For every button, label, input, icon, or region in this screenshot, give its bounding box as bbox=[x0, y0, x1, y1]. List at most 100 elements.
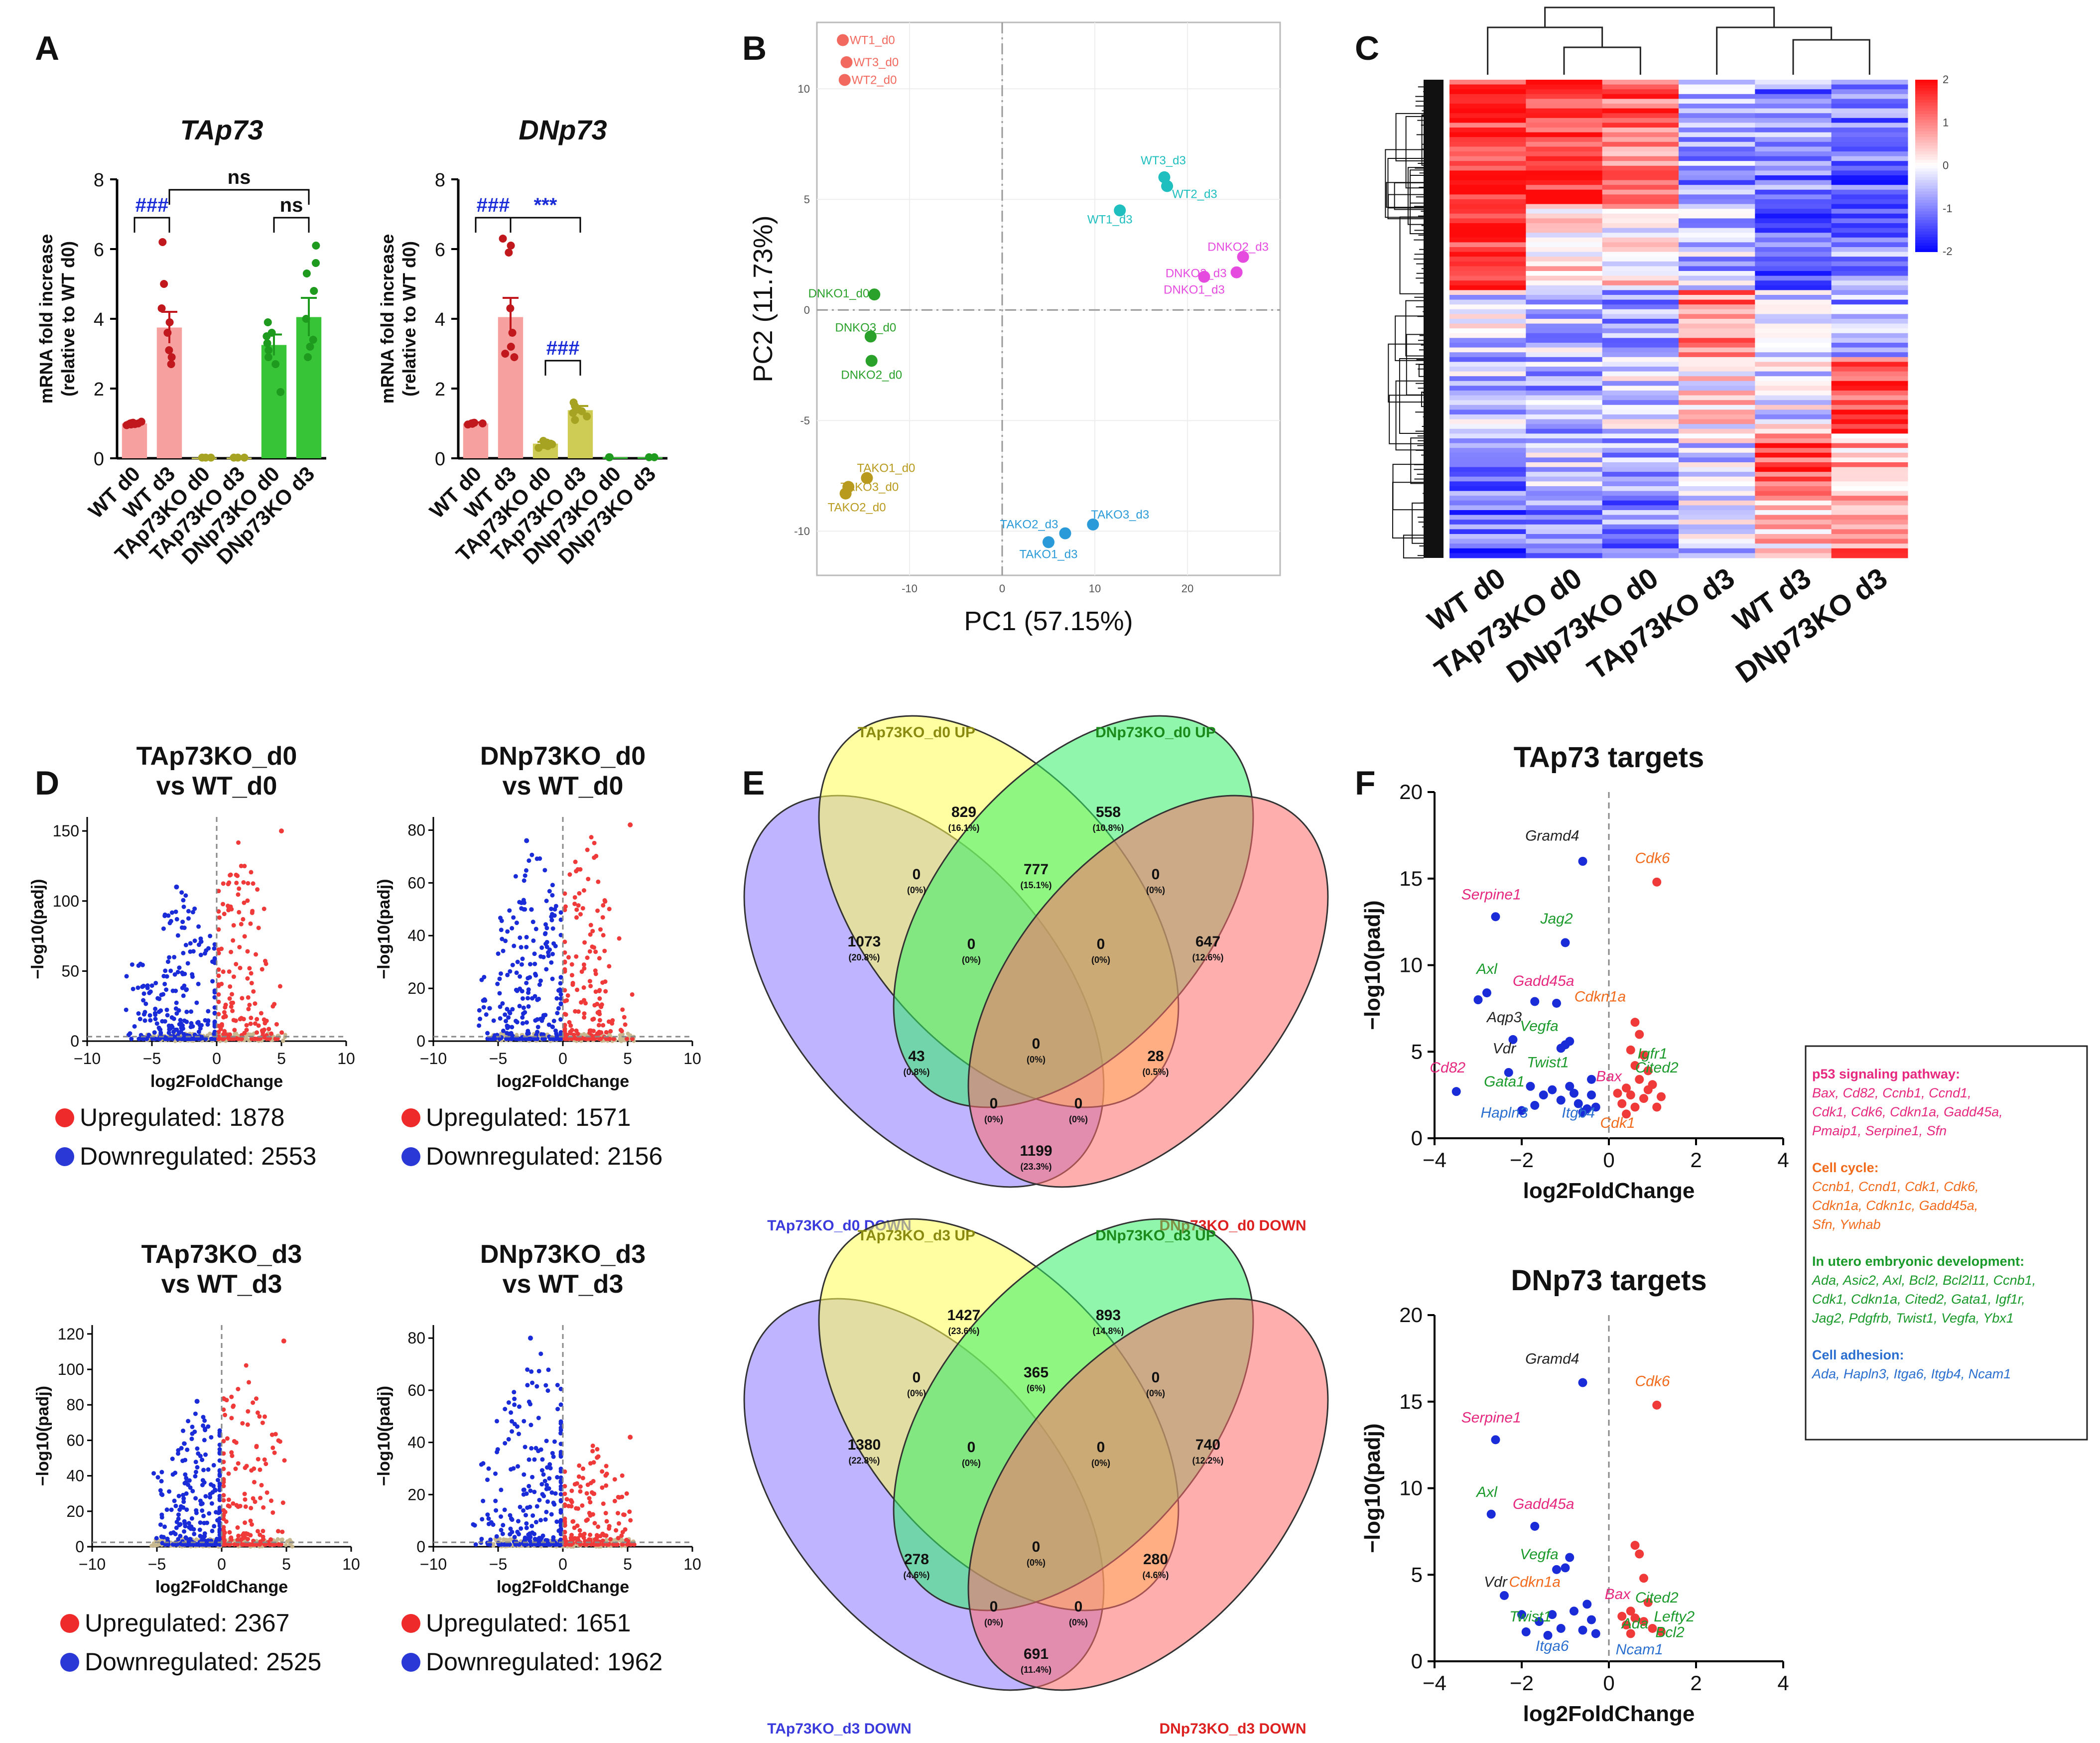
upregulated-point bbox=[582, 1531, 587, 1536]
upregulated-point bbox=[259, 1482, 264, 1487]
heatmap-cell bbox=[1449, 280, 1526, 286]
heatmap-cell bbox=[1679, 213, 1755, 219]
colorbar-segment bbox=[1915, 154, 1938, 158]
upregulated-point bbox=[281, 1339, 286, 1344]
downregulated-point bbox=[497, 976, 502, 981]
heatmap-cell bbox=[1755, 180, 1832, 185]
heatmap-cell bbox=[1679, 386, 1755, 391]
downregulated-point bbox=[158, 1488, 163, 1493]
heatmap-cell bbox=[1755, 486, 1832, 492]
heatmap-cell bbox=[1602, 319, 1679, 324]
downregulated-point bbox=[154, 1536, 159, 1541]
upregulated-point bbox=[617, 1495, 622, 1500]
upregulated-point bbox=[603, 1511, 608, 1516]
heatmap-cell bbox=[1602, 548, 1679, 553]
downregulated-point bbox=[545, 1538, 550, 1543]
upregulated-point bbox=[237, 886, 242, 891]
upregulated-point bbox=[1635, 1074, 1644, 1084]
heatmap-cell bbox=[1526, 161, 1603, 166]
gene-label: Ncam1 bbox=[1616, 1641, 1663, 1658]
heatmap-cell bbox=[1526, 323, 1603, 329]
heatmap-cell bbox=[1755, 491, 1832, 496]
downregulated-point bbox=[534, 1384, 539, 1389]
heatmap-cell bbox=[1679, 261, 1755, 267]
upregulated-point bbox=[1652, 1400, 1662, 1410]
downregulated-point bbox=[129, 1037, 134, 1041]
heatmap-cell bbox=[1679, 99, 1755, 104]
downregulated-point bbox=[181, 904, 186, 909]
heatmap-cell bbox=[1679, 462, 1755, 468]
downregulated-point bbox=[198, 952, 203, 957]
heatmap-cell bbox=[1679, 452, 1755, 458]
downregulated-point bbox=[1591, 1629, 1600, 1638]
upregulated-point bbox=[254, 952, 259, 957]
venn-percent: (0%) bbox=[984, 1617, 1003, 1627]
upregulated-point bbox=[253, 1499, 258, 1504]
downregulated-point bbox=[524, 935, 529, 939]
heatmap-cell bbox=[1602, 261, 1679, 267]
upregulated-point bbox=[575, 1523, 580, 1528]
data-point bbox=[165, 318, 174, 326]
targets-f1: TAp73 targets−4 −2 0 2 405101520log2FoldChan… bbox=[1360, 741, 1789, 1203]
downregulated-point bbox=[1578, 1625, 1587, 1635]
downregulated-point bbox=[491, 1018, 496, 1023]
y-axis-label: −log10(padj) bbox=[1360, 900, 1385, 1030]
upregulated-point bbox=[236, 892, 241, 897]
column-dendrogram-branch bbox=[1544, 6, 1775, 27]
venn-percent: (0%) bbox=[962, 1458, 981, 1468]
upregulated-point bbox=[216, 1037, 221, 1041]
venn-count: 893 bbox=[1096, 1307, 1121, 1324]
panel-label-c: C bbox=[1355, 29, 1379, 67]
upregulated-point bbox=[574, 1481, 579, 1486]
heatmap-cell bbox=[1755, 175, 1832, 181]
downregulated-point bbox=[543, 922, 548, 927]
downregulated-point bbox=[547, 1462, 552, 1467]
heatmap-cell bbox=[1526, 409, 1603, 415]
venn-percent: (14.8%) bbox=[1092, 1326, 1124, 1336]
heatmap-cell bbox=[1526, 228, 1603, 233]
downregulated-point bbox=[189, 1436, 194, 1441]
downregulated-point bbox=[188, 941, 193, 946]
x-tick-label: 5 bbox=[282, 1555, 291, 1573]
downregulated-point bbox=[165, 959, 170, 964]
heatmap-cell bbox=[1831, 209, 1908, 214]
downregulated-point bbox=[514, 921, 519, 926]
venn-count: 280 bbox=[1143, 1551, 1168, 1568]
upregulated-point bbox=[625, 1037, 630, 1041]
y-tick-label: 40 bbox=[407, 927, 425, 944]
colorbar-segment bbox=[1915, 162, 1938, 166]
upregulated-point bbox=[620, 1530, 625, 1535]
colorbar-segment bbox=[1915, 105, 1938, 109]
y-tick-label: 6 bbox=[94, 240, 104, 261]
heatmap-cell bbox=[1602, 175, 1679, 181]
upregulated-point bbox=[249, 1505, 254, 1510]
upregulated-point bbox=[249, 1015, 254, 1020]
downregulated-point bbox=[180, 970, 185, 975]
downregulated-point bbox=[549, 918, 554, 923]
downregulated-point bbox=[558, 981, 563, 986]
downregulated-point bbox=[553, 1491, 558, 1496]
heatmap-cell bbox=[1755, 189, 1832, 195]
significance-bracket bbox=[133, 217, 170, 233]
upregulated-point bbox=[245, 1422, 250, 1427]
downregulated-point bbox=[154, 1021, 159, 1026]
data-point bbox=[302, 315, 310, 323]
downregulated-point bbox=[135, 985, 140, 990]
downregulated-point bbox=[524, 1513, 528, 1518]
venn-percent: (15.1%) bbox=[1020, 880, 1051, 890]
downregulated-point bbox=[488, 1537, 493, 1542]
venn-count: 0 bbox=[1097, 936, 1105, 952]
upregulated-point bbox=[261, 1537, 265, 1542]
data-point bbox=[267, 329, 276, 337]
downregulated-point bbox=[556, 988, 561, 993]
downregulated-point bbox=[528, 1037, 533, 1041]
downregulated-point bbox=[189, 1516, 194, 1521]
upregulated-point bbox=[603, 989, 608, 994]
upregulated-point bbox=[216, 967, 221, 972]
downregulated-point bbox=[558, 1469, 563, 1474]
y-tick-label: 15 bbox=[1399, 1390, 1423, 1413]
heatmap-cell bbox=[1679, 520, 1755, 525]
data-point bbox=[569, 399, 578, 406]
downregulated-point bbox=[175, 933, 180, 938]
